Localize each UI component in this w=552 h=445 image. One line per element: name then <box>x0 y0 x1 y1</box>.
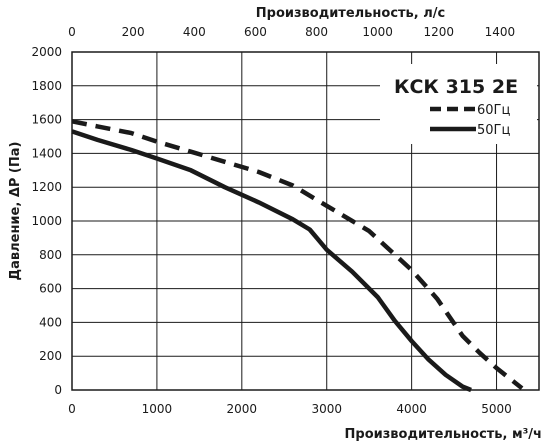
series-lines <box>71 119 524 393</box>
legend-label-50hz: 50Гц <box>477 123 510 138</box>
series-line-1 <box>71 129 472 393</box>
y-tick-label-10: 2000 <box>31 45 62 59</box>
x-tick-label-4: 4000 <box>396 402 427 416</box>
x2-tick-label-6: 1200 <box>424 25 455 39</box>
x-tick-label-2: 2000 <box>227 402 258 416</box>
x2-tick-label-5: 1000 <box>362 25 393 39</box>
x-tick-label-3: 3000 <box>311 402 342 416</box>
y-tick-label-9: 1800 <box>31 79 62 93</box>
x2-tick-label-1: 200 <box>122 25 145 39</box>
bottom-axis-title: Производительность, м³/ч <box>345 427 542 442</box>
x2-tick-label-7: 1400 <box>485 25 516 39</box>
y-tick-label-0: 0 <box>54 383 62 397</box>
y-tick-label-6: 1200 <box>31 180 62 194</box>
x-tick-label-1: 1000 <box>142 402 173 416</box>
top-axis-title: Производительность, л/с <box>256 6 445 21</box>
top-axis-ticks: 0 200 400 600 800 1000 1200 1400 <box>68 25 515 39</box>
legend-label-60hz: 60Гц <box>477 103 510 118</box>
bottom-axis-ticks: 0 1000 2000 3000 4000 5000 <box>68 402 512 416</box>
y-tick-label-4: 800 <box>39 248 62 262</box>
y-tick-label-8: 1600 <box>31 113 62 127</box>
x-tick-label-0: 0 <box>68 402 76 416</box>
x2-tick-label-3: 600 <box>244 25 267 39</box>
y-tick-label-2: 400 <box>39 315 62 329</box>
y-tick-label-1: 200 <box>39 349 62 363</box>
y-tick-label-5: 1000 <box>31 214 62 228</box>
y-tick-label-3: 600 <box>39 282 62 296</box>
x2-tick-label-2: 400 <box>183 25 206 39</box>
legend: КСК 315 2E 60Гц 50Гц <box>380 64 537 144</box>
y-tick-label-7: 1400 <box>31 146 62 160</box>
left-axis-title: Давление, ΔP (Па) <box>8 142 23 281</box>
plot-frame <box>71 51 540 391</box>
legend-title: КСК 315 2E <box>394 76 518 98</box>
x2-tick-label-4: 800 <box>305 25 328 39</box>
series-line-0 <box>71 119 524 391</box>
x-tick-label-5: 5000 <box>481 402 512 416</box>
left-axis-ticks: 0 200 400 600 800 1000 1200 1400 1600 1800 2000 <box>31 45 62 397</box>
x2-tick-label-0: 0 <box>68 25 76 39</box>
